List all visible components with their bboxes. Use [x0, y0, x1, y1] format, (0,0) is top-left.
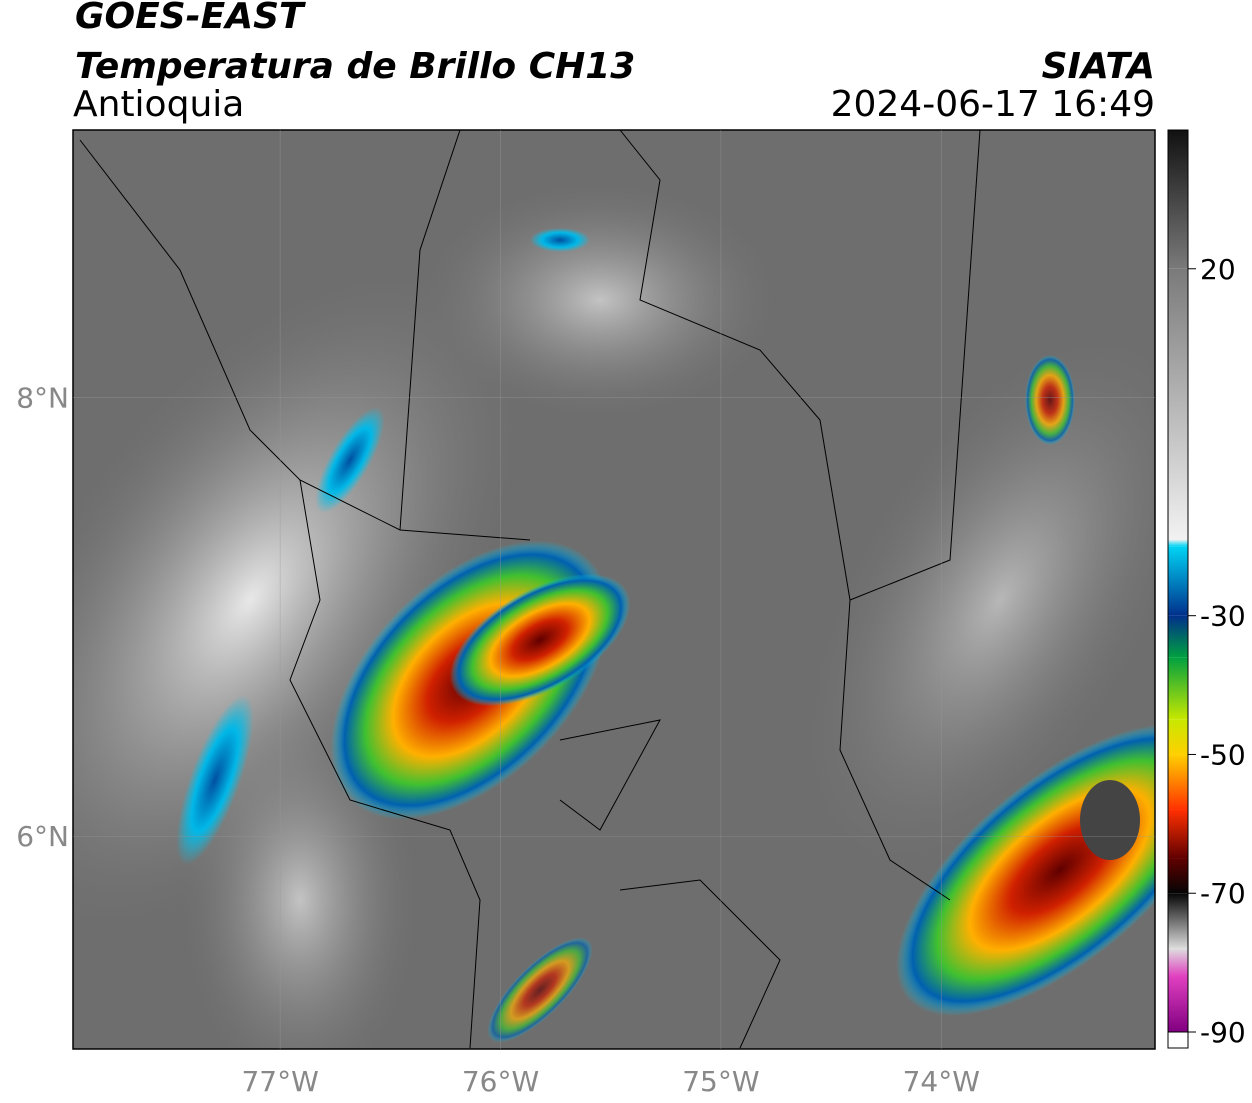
colorbar-segment — [1168, 893, 1188, 949]
colorbar-tick-label: -50 — [1200, 738, 1246, 771]
x-tick-label: 77°W — [241, 1065, 318, 1098]
x-tick-label: 75°W — [682, 1065, 759, 1098]
map-frame — [72, 129, 1156, 1050]
colorbar-segment — [1168, 948, 1188, 977]
colorbar-segment — [1168, 719, 1188, 755]
colorbar-tick-label: -30 — [1200, 600, 1246, 633]
x-tick-label: 74°W — [903, 1065, 980, 1098]
colorbar-segment — [1168, 615, 1188, 658]
colorbar-segment — [1168, 809, 1188, 859]
colorbar-segment — [1168, 268, 1188, 540]
colorbar-segment — [1168, 754, 1188, 810]
colorbar-extension — [1167, 1031, 1189, 1049]
y-tick-label: 6°N — [16, 820, 69, 853]
colorbar-segment — [1168, 546, 1188, 616]
colorbar-tick-label: -70 — [1200, 877, 1246, 910]
subtitle: Temperatura de Brillo CH13 — [75, 46, 635, 87]
colorbar-tick-label: 20 — [1200, 253, 1236, 286]
colorbar-segment — [1168, 657, 1188, 720]
colorbar-segment — [1168, 539, 1188, 547]
colorbar-segment — [1168, 858, 1188, 894]
y-tick-label: 8°N — [16, 382, 69, 415]
satellite-image — [73, 130, 1155, 1049]
datetime: 2024-06-17 16:49 — [831, 84, 1155, 125]
region: Antioquia — [73, 84, 244, 125]
colorbar-segment — [1168, 130, 1188, 269]
colorbar-tick-label: -90 — [1200, 1016, 1246, 1049]
x-tick-label: 76°W — [462, 1065, 539, 1098]
title: GOES-EAST — [75, 0, 306, 37]
agency: SIATA — [1042, 46, 1155, 87]
colorbar-segment — [1168, 976, 1188, 1032]
